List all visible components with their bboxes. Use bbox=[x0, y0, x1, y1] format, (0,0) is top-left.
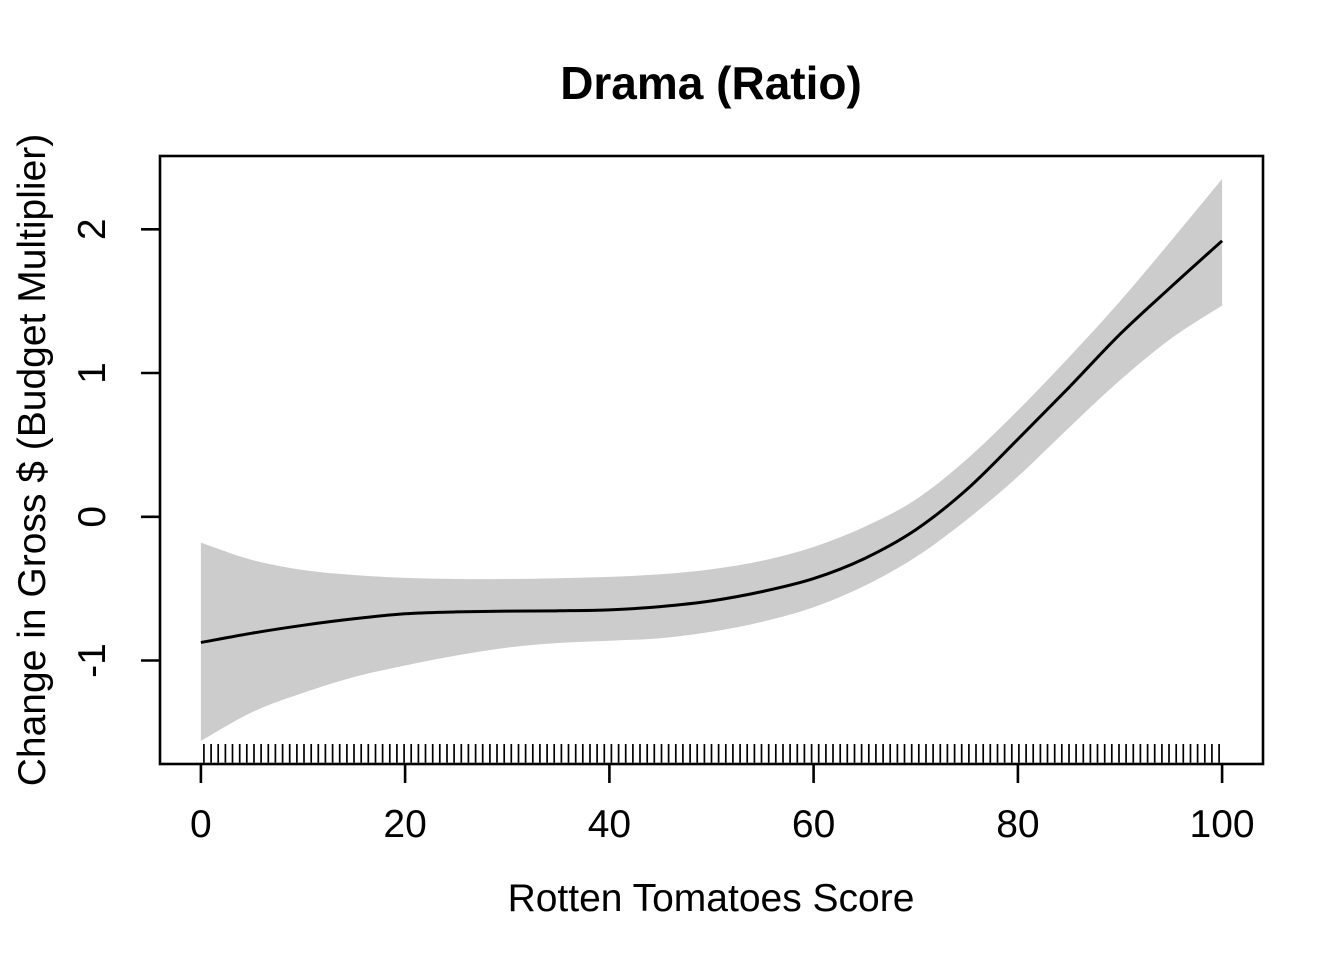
plot-border bbox=[158, 154, 1265, 766]
x-tick-label-40: 40 bbox=[588, 803, 631, 846]
confidence-band bbox=[200, 179, 1223, 741]
y-tick-label-1: 1 bbox=[71, 362, 114, 384]
y-axis-ticks bbox=[141, 228, 160, 662]
x-tick-label-100: 100 bbox=[1190, 803, 1255, 846]
x-tick-label-80: 80 bbox=[996, 803, 1039, 846]
y-tick-label-2: 2 bbox=[71, 218, 114, 240]
y-tick-label--1: -1 bbox=[71, 643, 114, 678]
y-axis-label: Change in Gross $ (Budget Multiplier) bbox=[11, 134, 54, 786]
y-tick-label-0: 0 bbox=[71, 506, 114, 528]
chart-title: Drama (Ratio) bbox=[560, 57, 862, 109]
x-tick-label-20: 20 bbox=[383, 803, 426, 846]
x-axis-label: Rotten Tomatoes Score bbox=[508, 877, 915, 920]
smooth-fit-curve bbox=[200, 239, 1224, 644]
y-axis-tick-labels: -1 0 1 2 bbox=[71, 218, 114, 677]
x-axis-tick-labels: 0 20 40 60 80 100 bbox=[190, 803, 1255, 846]
x-tick-label-0: 0 bbox=[190, 803, 212, 846]
x-tick-label-60: 60 bbox=[792, 803, 835, 846]
x-axis-ticks bbox=[199, 764, 1224, 783]
rug-ticks bbox=[203, 744, 1220, 763]
